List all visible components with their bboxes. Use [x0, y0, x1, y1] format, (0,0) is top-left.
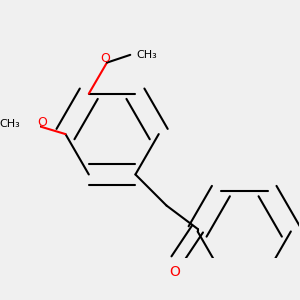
Text: CH₃: CH₃ [137, 50, 158, 60]
Text: O: O [169, 265, 180, 279]
Text: O: O [37, 116, 47, 129]
Text: CH₃: CH₃ [0, 119, 20, 129]
Text: O: O [101, 52, 111, 65]
